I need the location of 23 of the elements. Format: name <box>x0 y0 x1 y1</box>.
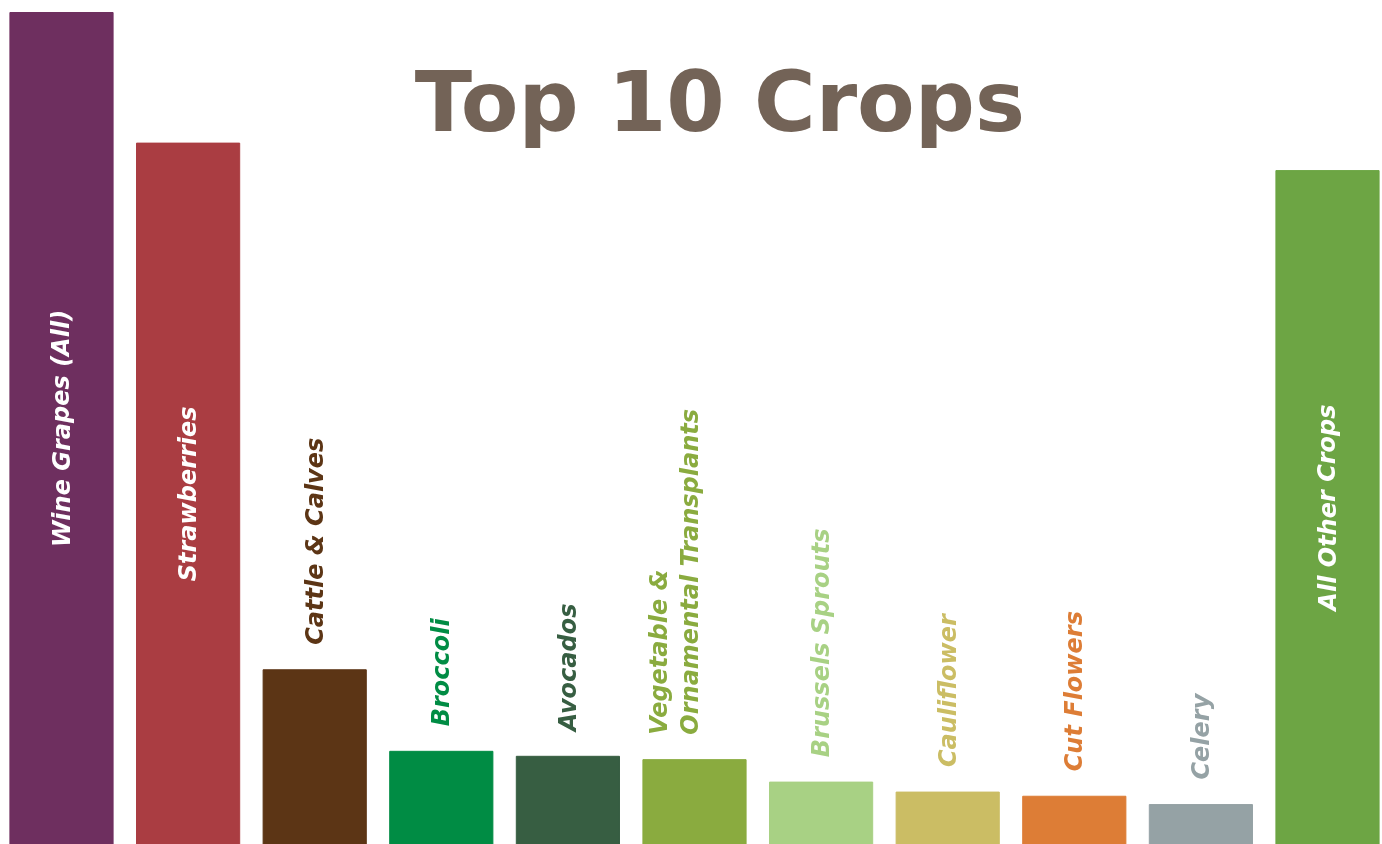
bar <box>389 750 494 844</box>
bar <box>136 142 241 844</box>
bar <box>769 781 874 844</box>
x-tick-label: Avocados <box>553 603 582 734</box>
bar <box>9 12 114 844</box>
bar <box>642 759 747 844</box>
x-tick-label: Strawberries <box>174 406 203 582</box>
bar <box>895 791 1000 844</box>
x-tick-label: Cattle & Calves <box>300 437 329 645</box>
bar <box>262 669 367 844</box>
x-tick-label: Cauliflower <box>933 611 962 768</box>
x-tick-label: Cut Flowers <box>1060 611 1089 772</box>
x-tick-label: Brussels Sprouts <box>807 528 836 758</box>
bar <box>1148 804 1253 844</box>
text: Top 10 Crops <box>414 52 1025 151</box>
x-tick-label: All Other Crops <box>1313 404 1342 613</box>
bar <box>1022 795 1127 844</box>
x-tick-label: Vegetable & Ornamental Transplants <box>644 408 704 735</box>
x-tick-label: Broccoli <box>427 617 456 727</box>
bar <box>1275 170 1380 844</box>
x-tick-label: Celery <box>1186 692 1215 780</box>
bar <box>515 755 620 844</box>
x-tick-label: Wine Grapes (All) <box>47 309 76 548</box>
